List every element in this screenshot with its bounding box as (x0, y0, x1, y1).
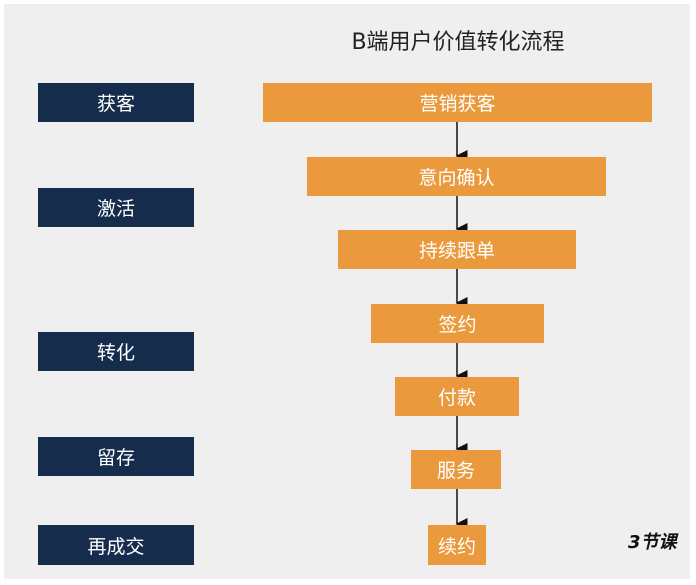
watermark: 3节课 (628, 532, 677, 553)
process-step: 续约 (428, 525, 486, 565)
stage-label: 激活 (38, 188, 194, 227)
process-step: 付款 (395, 377, 519, 416)
stage-label: 获客 (38, 83, 194, 122)
process-step: 签约 (371, 304, 544, 343)
process-step: 持续跟单 (338, 230, 576, 269)
process-step: 服务 (411, 450, 501, 489)
stage-label: 转化 (38, 332, 194, 371)
stage-label: 再成交 (38, 525, 194, 565)
process-step: 意向确认 (307, 157, 606, 196)
process-step: 营销获客 (263, 83, 652, 122)
stage-label: 留存 (38, 437, 194, 476)
title: B端用户价值转化流程 (351, 30, 565, 55)
